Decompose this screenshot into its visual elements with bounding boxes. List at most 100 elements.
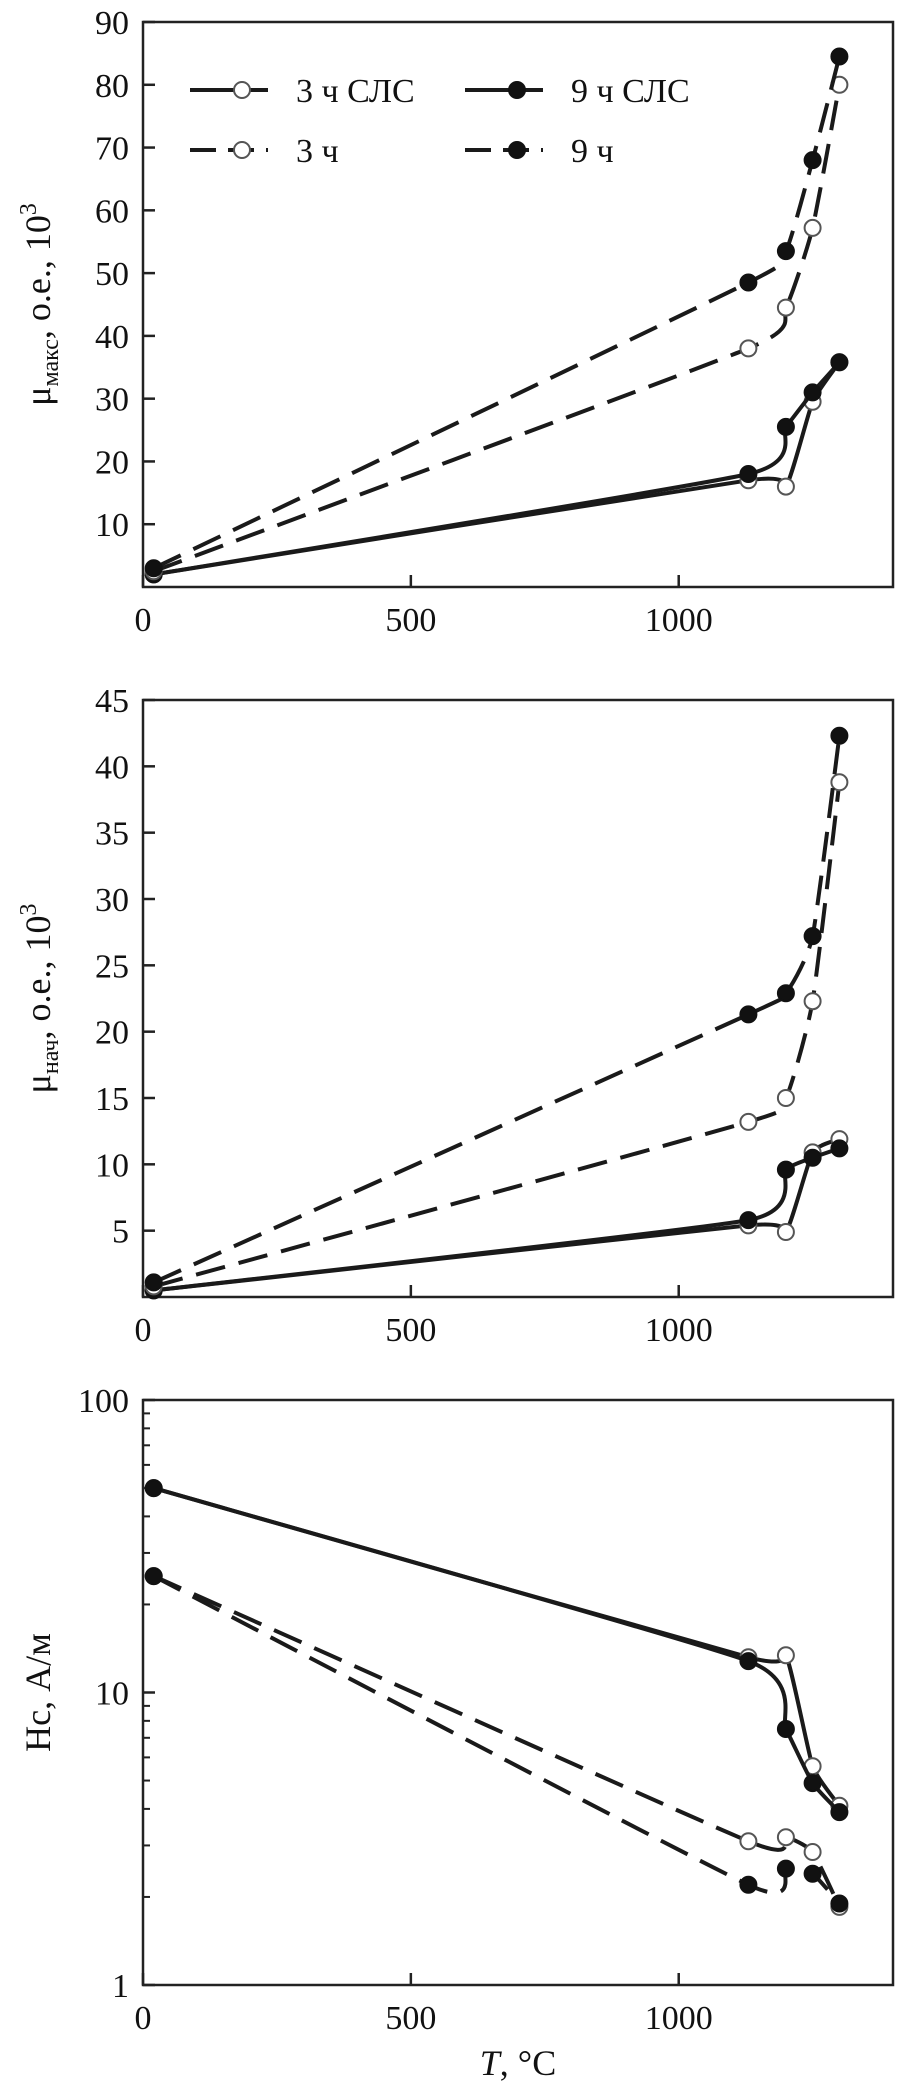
y-tick-label: 15: [95, 1081, 129, 1118]
legend-label: 3 ч: [296, 133, 339, 170]
series-line-2: [153, 782, 842, 1289]
data-point: [739, 1875, 758, 1894]
data-point: [830, 1139, 849, 1158]
y-axis-superscript: 3: [16, 203, 42, 215]
legend-label: 3 ч СЛС: [296, 73, 415, 110]
y-axis-symbol: μ: [18, 387, 58, 406]
y-axis-unit: , о.е., 10: [18, 916, 58, 1040]
legend-label: 9 ч СЛС: [571, 73, 690, 110]
y-axis-title: Hc, А/м: [18, 1633, 58, 1752]
series-line-1: [153, 1146, 841, 1293]
data-point: [776, 1223, 795, 1241]
data-point: [830, 1894, 849, 1913]
data-point: [803, 1148, 822, 1167]
plot-frame: [141, 20, 895, 589]
data-point: [776, 298, 795, 317]
data-point: [830, 47, 849, 66]
series-line-3: [152, 56, 842, 571]
y-axis-title: μмакс, о.е., 103: [16, 203, 64, 406]
y-axis-title: μнач, о.е., 103: [16, 904, 64, 1094]
data-point: [144, 1479, 163, 1498]
data-point: [803, 218, 822, 237]
data-point: [776, 1646, 795, 1665]
y-tick-label: 80: [95, 68, 129, 105]
x-tick-label: 0: [135, 602, 152, 639]
y-axis-subscript: нач: [38, 1040, 64, 1075]
series-line-1: [153, 360, 841, 577]
plot-frame: [141, 1398, 895, 1987]
y-tick-label: 50: [95, 256, 129, 293]
data-point: [776, 1089, 795, 1107]
panel-coercivity: 0 500 1000 1 10 100 Hc, А/м T, °C: [18, 1383, 895, 2083]
y-tick-label: 100: [78, 1383, 129, 1420]
data-point: [776, 1859, 795, 1878]
y-axis-unit: , о.е., 10: [18, 215, 58, 339]
y-tick-label: 10: [95, 507, 129, 544]
y-tick-label: 20: [95, 1015, 129, 1052]
y-tick-label: 1: [112, 1968, 129, 2005]
data-point: [776, 1828, 795, 1847]
data-point: [830, 353, 849, 372]
x-axis-unit: , °C: [500, 2043, 556, 2083]
data-point: [803, 992, 822, 1011]
x-axis-title: T, °C: [480, 2043, 556, 2083]
y-tick-label: 5: [112, 1214, 129, 1251]
y-tick-label: 20: [95, 444, 129, 481]
data-point: [803, 151, 822, 170]
y-tick-label: 45: [95, 683, 129, 720]
legend-marker: [508, 81, 526, 99]
series-line-2: [152, 84, 842, 574]
legend: 3 ч СЛС 9 ч СЛС 3 ч 9 ч: [190, 73, 690, 170]
series-line-3: [152, 1574, 841, 1905]
y-tick-label: 35: [95, 816, 129, 853]
panel-mu-initial: 0 500 1000 5 10 15 20 25 30 35 40 45 μнач, о.е., 103: [16, 683, 895, 1349]
data-point: [739, 1005, 758, 1024]
data-point: [739, 1112, 758, 1131]
plot-frame: [141, 698, 895, 1299]
panel-mu-max: 0 500 1000 10 20 30 40 50 60 70 80 90 μмакс, о.е., 1…: [16, 5, 895, 639]
data-point: [739, 339, 758, 358]
x-tick-label: 1000: [645, 602, 713, 639]
x-tick-label: 0: [135, 1312, 152, 1349]
series-line-0: [153, 1137, 841, 1293]
x-tick-label: 500: [385, 1312, 436, 1349]
series-line-1: [153, 1486, 841, 1814]
series-line-3: [152, 735, 842, 1285]
data-point: [803, 927, 822, 946]
data-point: [739, 1832, 758, 1851]
data-point: [803, 383, 822, 402]
series-line-0: [153, 361, 842, 577]
data-point: [830, 1803, 849, 1822]
data-point: [144, 1273, 163, 1292]
data-point: [739, 1652, 758, 1671]
x-tick-label: 500: [385, 602, 436, 639]
y-axis-symbol: μ: [18, 1074, 58, 1093]
y-tick-label: 25: [95, 948, 129, 985]
data-point: [803, 1843, 822, 1861]
x-tick-label: 1000: [645, 1312, 713, 1349]
y-tick-label: 70: [95, 131, 129, 168]
y-tick-label: 40: [95, 749, 129, 786]
series-line-2: [152, 1574, 842, 1908]
data-point: [739, 465, 758, 483]
legend-marker: [508, 141, 526, 159]
data-point: [776, 984, 795, 1003]
x-axis-symbol: T: [480, 2043, 503, 2083]
y-tick-label: 60: [95, 193, 129, 230]
x-tick-label: 0: [135, 2000, 152, 2037]
legend-label: 9 ч: [571, 133, 614, 170]
data-point: [144, 1567, 163, 1586]
series-line-0: [153, 1486, 842, 1807]
y-axis-superscript: 3: [16, 904, 42, 916]
y-tick-label: 10: [95, 1147, 129, 1184]
y-tick-label: 30: [95, 882, 129, 919]
legend-marker: [233, 81, 251, 99]
data-point: [776, 477, 795, 496]
y-tick-label: 40: [95, 319, 129, 356]
data-point: [776, 1160, 795, 1179]
data-point: [776, 417, 795, 436]
data-point: [739, 273, 758, 292]
data-point: [803, 1864, 822, 1883]
data-point: [144, 559, 163, 578]
